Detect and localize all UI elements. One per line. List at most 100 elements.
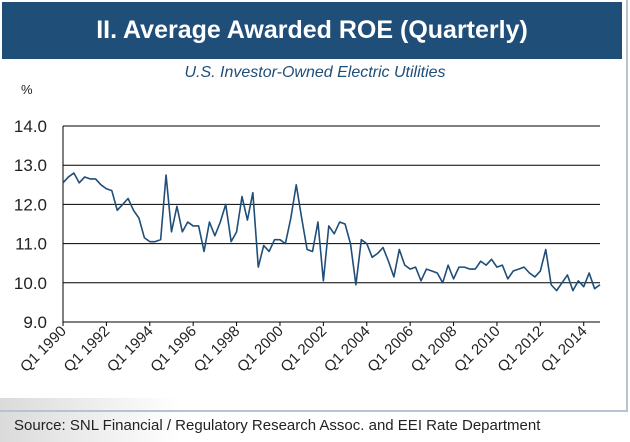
x-tick-label: Q1 2010 bbox=[451, 323, 504, 376]
data-point bbox=[469, 268, 471, 270]
data-point bbox=[458, 266, 460, 268]
data-point bbox=[170, 231, 172, 233]
data-point bbox=[225, 203, 227, 205]
data-point bbox=[300, 217, 302, 219]
data-point bbox=[197, 225, 199, 227]
data-point bbox=[311, 250, 313, 252]
data-point bbox=[154, 240, 156, 242]
data-point bbox=[203, 250, 205, 252]
data-point bbox=[550, 284, 552, 286]
data-point bbox=[555, 289, 557, 291]
data-point bbox=[349, 242, 351, 244]
data-point bbox=[528, 272, 530, 274]
data-point bbox=[159, 238, 161, 240]
y-unit-label: % bbox=[21, 82, 33, 97]
data-point bbox=[338, 221, 340, 223]
data-point bbox=[62, 182, 64, 184]
data-point bbox=[496, 266, 498, 268]
data-point bbox=[73, 172, 75, 174]
data-point bbox=[132, 209, 134, 211]
x-tick-label: Q1 2014 bbox=[538, 323, 591, 376]
data-point bbox=[328, 225, 330, 227]
data-point bbox=[577, 280, 579, 282]
data-point bbox=[463, 266, 465, 268]
y-tick-label: 14.0 bbox=[14, 117, 47, 136]
x-tick-label: Q1 1998 bbox=[191, 323, 244, 376]
data-point bbox=[583, 286, 585, 288]
data-point bbox=[284, 242, 286, 244]
x-tick-label: Q1 2006 bbox=[364, 323, 417, 376]
x-tick-label: Q1 2004 bbox=[321, 323, 374, 376]
x-tick-label: Q1 2000 bbox=[234, 323, 287, 376]
data-point bbox=[371, 256, 373, 258]
data-point bbox=[165, 174, 167, 176]
data-point bbox=[431, 270, 433, 272]
data-point bbox=[393, 276, 395, 278]
data-point bbox=[507, 278, 509, 280]
data-point bbox=[588, 272, 590, 274]
data-point bbox=[501, 264, 503, 266]
data-point bbox=[100, 184, 102, 186]
data-point bbox=[534, 276, 536, 278]
data-point bbox=[425, 268, 427, 270]
data-point bbox=[94, 178, 96, 180]
data-point bbox=[116, 209, 118, 211]
data-point bbox=[447, 264, 449, 266]
data-point bbox=[485, 264, 487, 266]
data-point bbox=[235, 231, 237, 233]
data-point bbox=[143, 237, 145, 239]
data-point bbox=[398, 248, 400, 250]
data-point bbox=[317, 221, 319, 223]
data-point bbox=[78, 182, 80, 184]
data-point bbox=[561, 282, 563, 284]
data-point bbox=[490, 258, 492, 260]
data-point bbox=[149, 240, 151, 242]
data-point bbox=[572, 289, 574, 291]
data-point bbox=[414, 266, 416, 268]
data-point bbox=[523, 266, 525, 268]
data-point bbox=[273, 238, 275, 240]
data-point bbox=[593, 287, 595, 289]
data-point bbox=[545, 248, 547, 250]
data-point bbox=[441, 282, 443, 284]
data-point bbox=[333, 233, 335, 235]
data-point bbox=[181, 231, 183, 233]
data-point bbox=[420, 280, 422, 282]
data-point bbox=[512, 270, 514, 272]
data-point bbox=[479, 260, 481, 262]
data-point bbox=[279, 238, 281, 240]
x-tick-label: Q1 1996 bbox=[147, 323, 200, 376]
chart-title-bar: II. Average Awarded ROE (Quarterly) bbox=[2, 2, 622, 59]
data-point bbox=[355, 284, 357, 286]
data-point bbox=[599, 284, 601, 286]
data-point bbox=[376, 252, 378, 254]
x-tick-label: Q1 1992 bbox=[61, 323, 114, 376]
data-point bbox=[187, 221, 189, 223]
data-point bbox=[474, 268, 476, 270]
x-tick-label: Q1 2012 bbox=[494, 323, 547, 376]
data-point bbox=[360, 238, 362, 240]
data-point bbox=[387, 260, 389, 262]
data-point bbox=[241, 195, 243, 197]
roe-series-line bbox=[62, 172, 601, 292]
source-note: Source: SNL Financial / Regulatory Resea… bbox=[14, 417, 541, 434]
data-point bbox=[192, 225, 194, 227]
corner-accent bbox=[0, 398, 180, 442]
data-point bbox=[295, 184, 297, 186]
chart-title: II. Average Awarded ROE (Quarterly) bbox=[96, 16, 528, 44]
data-point bbox=[230, 240, 232, 242]
data-point bbox=[382, 246, 384, 248]
x-tick-label: Q1 2008 bbox=[408, 323, 461, 376]
data-point bbox=[344, 223, 346, 225]
data-point bbox=[246, 219, 248, 221]
data-point bbox=[176, 205, 178, 207]
y-tick-label: 12.0 bbox=[14, 195, 47, 214]
data-point bbox=[436, 272, 438, 274]
x-tick-label: Q1 2002 bbox=[277, 323, 330, 376]
data-point bbox=[208, 221, 210, 223]
data-point bbox=[566, 274, 568, 276]
data-point bbox=[262, 244, 264, 246]
data-point bbox=[517, 268, 519, 270]
chart-subtitle: U.S. Investor-Owned Electric Utilities bbox=[184, 64, 446, 81]
